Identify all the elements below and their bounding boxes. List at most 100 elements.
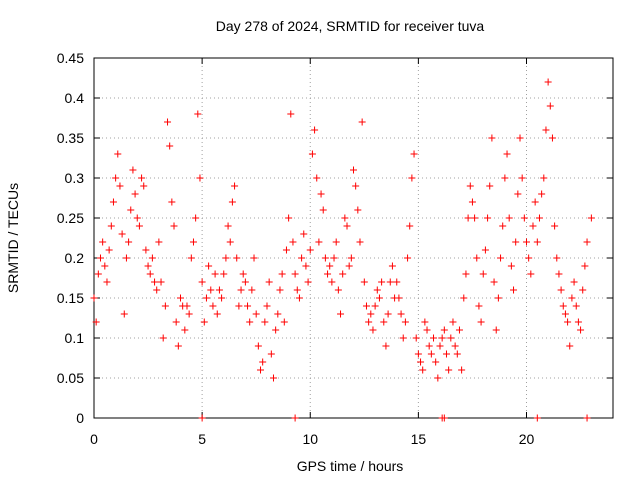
data-point bbox=[235, 302, 243, 310]
x-tick-label: 5 bbox=[198, 431, 206, 447]
data-point bbox=[174, 342, 182, 350]
data-point bbox=[99, 238, 107, 246]
data-point bbox=[475, 302, 483, 310]
data-point bbox=[122, 254, 130, 262]
data-point bbox=[490, 278, 498, 286]
data-point bbox=[345, 262, 353, 270]
data-point bbox=[505, 214, 513, 222]
data-point bbox=[319, 206, 327, 214]
data-point bbox=[512, 238, 520, 246]
data-point bbox=[412, 334, 420, 342]
data-point bbox=[399, 334, 407, 342]
data-point bbox=[466, 182, 474, 190]
data-point bbox=[499, 222, 507, 230]
data-point bbox=[300, 230, 308, 238]
data-point bbox=[282, 246, 290, 254]
data-point bbox=[267, 350, 275, 358]
data-point bbox=[481, 246, 489, 254]
data-point bbox=[170, 222, 178, 230]
data-point bbox=[423, 326, 431, 334]
data-point bbox=[330, 254, 338, 262]
data-point bbox=[492, 326, 500, 334]
data-point bbox=[233, 254, 241, 262]
data-point bbox=[421, 318, 429, 326]
data-point bbox=[497, 254, 505, 262]
axis-ticks bbox=[93, 57, 613, 419]
chart-title: Day 278 of 2024, SRMTID for receiver tuv… bbox=[216, 18, 485, 34]
data-point bbox=[350, 166, 357, 174]
data-points bbox=[90, 78, 595, 422]
data-point bbox=[527, 270, 535, 278]
data-point bbox=[503, 150, 511, 158]
data-point bbox=[548, 134, 556, 142]
grid-lines bbox=[94, 58, 613, 418]
data-point bbox=[291, 270, 299, 278]
data-point bbox=[198, 278, 206, 286]
data-point bbox=[484, 214, 492, 222]
data-point bbox=[157, 278, 165, 286]
data-point bbox=[367, 310, 375, 318]
data-point bbox=[479, 270, 487, 278]
y-tick-label: 0.2 bbox=[65, 250, 85, 266]
data-point bbox=[276, 286, 284, 294]
data-point bbox=[583, 414, 591, 422]
data-point bbox=[200, 318, 208, 326]
data-point bbox=[360, 278, 368, 286]
data-point bbox=[274, 310, 282, 318]
data-point bbox=[542, 126, 550, 134]
data-point bbox=[148, 254, 156, 262]
data-point bbox=[159, 334, 167, 342]
data-point bbox=[304, 278, 312, 286]
x-tick-label: 15 bbox=[411, 431, 427, 447]
data-point bbox=[445, 366, 453, 374]
data-point bbox=[581, 262, 589, 270]
data-point bbox=[138, 174, 146, 182]
data-point bbox=[280, 318, 288, 326]
data-point bbox=[127, 206, 135, 214]
data-point bbox=[161, 302, 169, 310]
data-point bbox=[239, 270, 247, 278]
data-point bbox=[222, 254, 230, 262]
data-point bbox=[462, 270, 470, 278]
data-point bbox=[553, 254, 561, 262]
data-point bbox=[153, 286, 161, 294]
data-point bbox=[185, 310, 193, 318]
data-point bbox=[250, 254, 258, 262]
data-point bbox=[332, 238, 340, 246]
x-tick-label: 20 bbox=[519, 431, 535, 447]
data-point bbox=[436, 342, 444, 350]
data-point bbox=[538, 190, 546, 198]
data-point bbox=[244, 302, 252, 310]
tick-labels: 0 0.05 0.1 0.15 0.2 0.25 0.3 0.35 0.4 0.45 0 5 10 15 2… bbox=[57, 50, 535, 447]
data-point bbox=[166, 142, 174, 150]
data-point bbox=[92, 318, 100, 326]
data-point bbox=[259, 358, 267, 366]
data-point bbox=[432, 358, 440, 366]
data-point bbox=[241, 278, 249, 286]
y-tick-label: 0 bbox=[76, 410, 84, 426]
data-point bbox=[133, 214, 141, 222]
data-point bbox=[118, 230, 126, 238]
data-point bbox=[298, 254, 306, 262]
data-point bbox=[544, 78, 552, 86]
data-point bbox=[494, 294, 502, 302]
y-tick-label: 0.4 bbox=[65, 90, 85, 106]
data-point bbox=[211, 270, 219, 278]
data-point bbox=[248, 286, 256, 294]
data-point bbox=[410, 150, 418, 158]
data-point bbox=[442, 350, 450, 358]
data-point bbox=[434, 374, 442, 382]
data-point bbox=[529, 222, 537, 230]
y-tick-label: 0.05 bbox=[57, 370, 84, 386]
data-point bbox=[120, 310, 128, 318]
data-point bbox=[326, 262, 334, 270]
plot-frame bbox=[93, 57, 614, 419]
data-point bbox=[401, 318, 409, 326]
data-point bbox=[287, 110, 295, 118]
data-point bbox=[356, 238, 364, 246]
data-point bbox=[531, 198, 539, 206]
data-point bbox=[447, 334, 455, 342]
data-point bbox=[414, 350, 422, 358]
data-point bbox=[354, 206, 362, 214]
